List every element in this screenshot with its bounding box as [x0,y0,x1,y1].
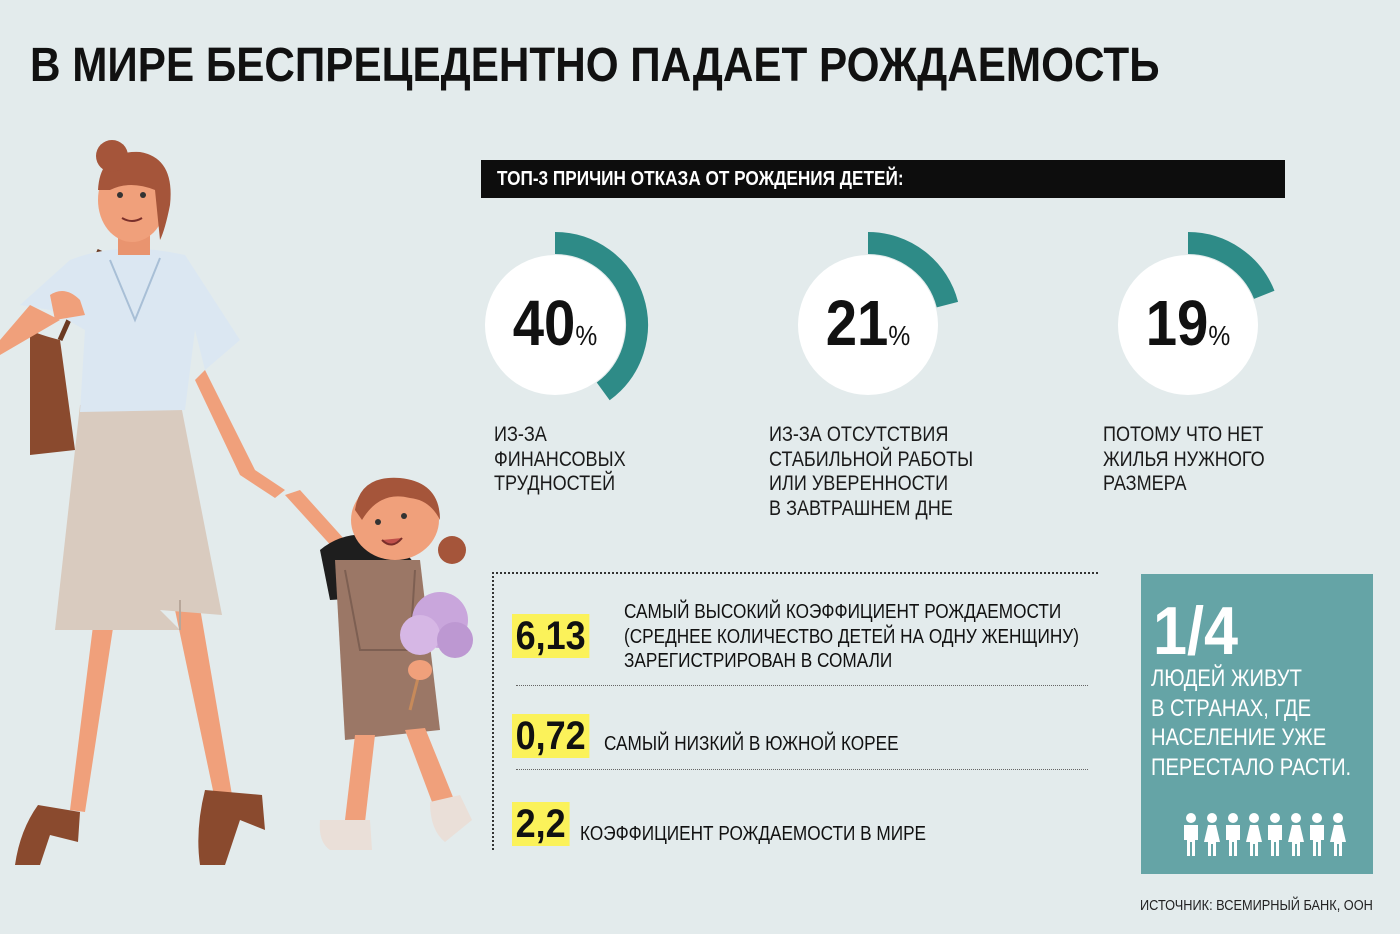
fact-value: 6,13 [512,614,590,658]
source-note: ИСТОЧНИК: ВСЕМИРНЫЙ БАНК, ООН [1140,897,1373,914]
person-icon [1288,813,1304,856]
mother-child-illustration [0,140,473,865]
progress-ring [1118,232,1275,395]
quarter-panel: 1/4 ЛЮДЕЙ ЖИВУТ В СТРАНАХ, ГДЕ НАСЕЛЕНИЕ… [1141,574,1373,874]
reason-text-2: ИЗ-ЗА ОТСУТСТВИЯ СТАБИЛЬНОЙ РАБОТЫ ИЛИ У… [769,423,974,520]
reason-ring-2: 21% [768,210,988,430]
fact-text: КОЭФФИЦИЕНТ РОЖДАЕМОСТИ В МИРЕ [580,823,927,845]
person-icon [1268,813,1282,856]
person-icon [1310,813,1324,856]
reason-percent: 40% [512,287,598,359]
reason-ring-1: 40% [455,210,675,430]
divider [516,769,1088,770]
fertility-facts: 6,13 САМЫЙ ВЫСОКИЙ КОЭФФИЦИЕНТ РОЖДАЕМОС… [492,572,1098,850]
fact-value: 2,2 [512,802,570,846]
progress-ring [798,232,959,395]
reason-text-1: ИЗ-ЗА ФИНАНСОВЫХ ТРУДНОСТЕЙ [494,423,626,495]
reason-text-3: ПОТОМУ ЧТО НЕТ ЖИЛЬЯ НУЖНОГО РАЗМЕРА [1103,423,1265,495]
reason-percent: 19% [1145,287,1231,359]
person-icon [1204,813,1220,856]
fact-value: 0,72 [512,714,590,758]
page-title: В МИРЕ БЕСПРЕЦЕДЕНТНО ПАДАЕТ РОЖДАЕМОСТЬ [30,39,1160,92]
reason-ring-3: 19% [1088,210,1308,430]
progress-arc [1187,232,1275,300]
fact-text: САМЫЙ НИЗКИЙ В ЮЖНОЙ КОРЕЕ [604,733,899,755]
reasons-header: ТОП-3 ПРИЧИН ОТКАЗА ОТ РОЖДЕНИЯ ДЕТЕЙ: [481,160,1285,198]
person-icon [1226,813,1240,856]
progress-arc [867,232,959,308]
divider [516,685,1088,686]
quarter-text: ЛЮДЕЙ ЖИВУТ В СТРАНАХ, ГДЕ НАСЕЛЕНИЕ УЖЕ… [1151,665,1352,781]
person-icon [1246,813,1262,856]
fact-text: САМЫЙ ВЫСОКИЙ КОЭФФИЦИЕНТ РОЖДАЕМОСТИ (С… [624,601,1079,672]
person-icon [1184,813,1198,856]
people-row [1184,813,1346,856]
progress-arc [554,232,648,401]
person-icon [1330,813,1346,856]
progress-ring [485,232,648,401]
quarter-value: 1/4 [1153,593,1239,669]
reason-percent: 21% [825,287,911,359]
